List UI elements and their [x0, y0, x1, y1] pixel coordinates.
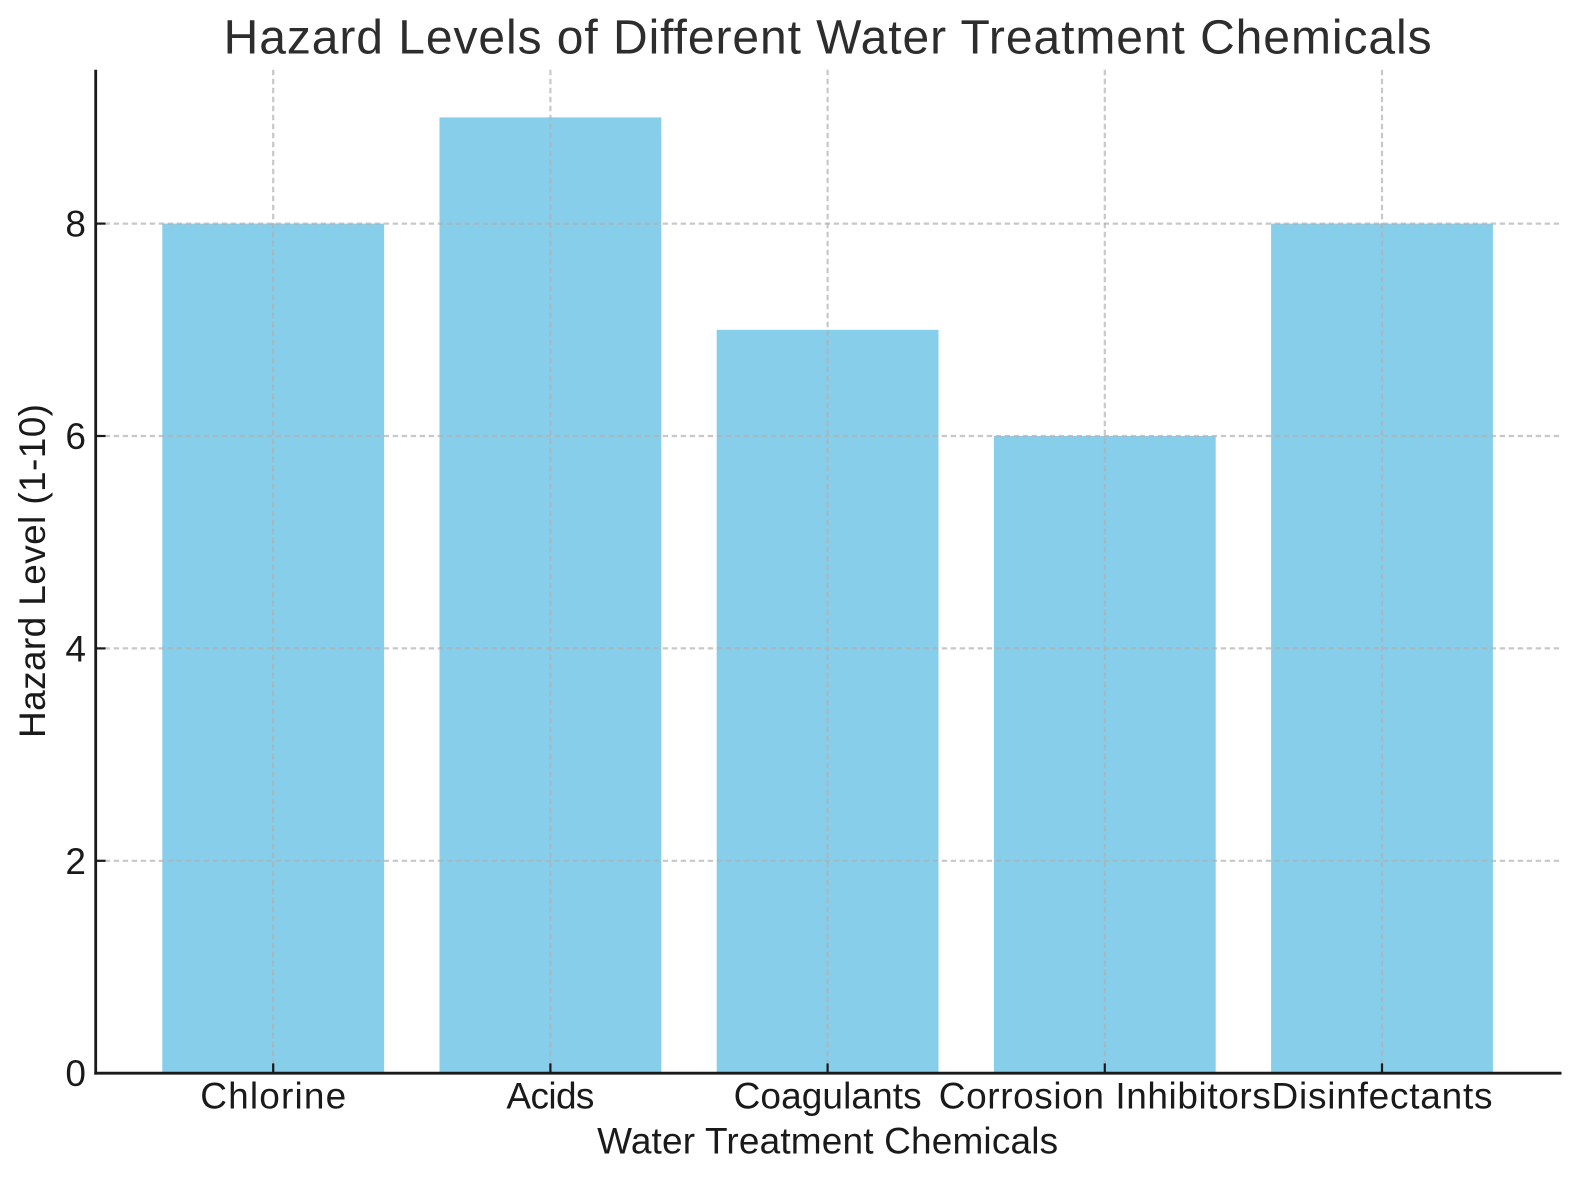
- svg-text:Corrosion Inhibitors: Corrosion Inhibitors: [939, 1076, 1271, 1117]
- svg-text:Hazard Level (1-10): Hazard Level (1-10): [12, 404, 53, 738]
- svg-text:Water Treatment Chemicals: Water Treatment Chemicals: [597, 1120, 1058, 1161]
- svg-text:6: 6: [65, 416, 86, 457]
- svg-text:0: 0: [65, 1053, 86, 1094]
- svg-text:2: 2: [65, 841, 86, 882]
- svg-text:4: 4: [65, 628, 86, 669]
- svg-text:8: 8: [65, 204, 86, 245]
- svg-text:Hazard Levels of Different Wat: Hazard Levels of Different Water Treatme…: [224, 12, 1432, 65]
- svg-text:Disinfectants: Disinfectants: [1272, 1076, 1493, 1117]
- svg-text:Chlorine: Chlorine: [200, 1076, 346, 1117]
- svg-text:Coagulants: Coagulants: [734, 1076, 922, 1117]
- svg-text:Acids: Acids: [506, 1076, 594, 1117]
